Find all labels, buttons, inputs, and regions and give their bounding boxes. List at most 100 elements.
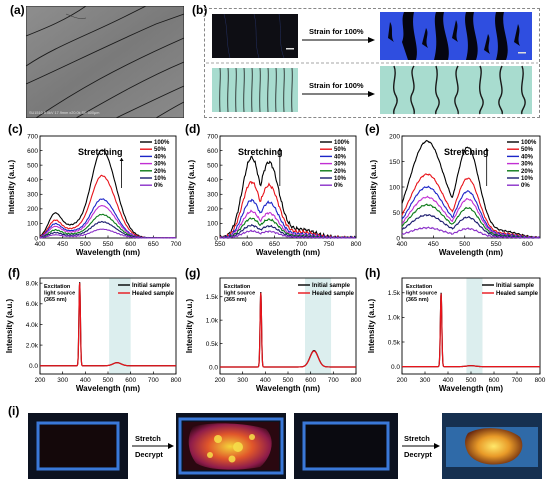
svg-text:Stretch: Stretch: [135, 434, 161, 443]
x-tick-label: 800: [171, 377, 182, 384]
series-line-30%: [401, 195, 540, 239]
y-axis-title: Intensity (a.u.): [367, 299, 376, 354]
x-tick-label: 600: [522, 241, 533, 248]
x-axis-title: Wavelength (nm): [76, 384, 140, 393]
x-tick-label: 650: [148, 241, 159, 248]
legend-label: Initial sample: [496, 283, 535, 289]
x-tick-label: 600: [489, 377, 500, 384]
strain-label-bottom: Strain for 100%: [309, 81, 364, 90]
arrow-stretch-decrypt-2: Stretch Decrypt: [402, 434, 440, 459]
legend-label: 40%: [334, 154, 347, 160]
legend-label: 0%: [521, 183, 530, 189]
annotation-excitation: (365 nm): [224, 297, 247, 303]
legend-label: 100%: [334, 140, 350, 146]
photo-before-1: [28, 413, 128, 479]
legend-label: 20%: [154, 169, 167, 175]
y-tick-label: 0.0: [391, 364, 400, 371]
x-tick-label: 800: [535, 377, 546, 384]
y-tick-label: 500: [207, 162, 218, 169]
annotation-stretching: Stretching: [444, 147, 489, 157]
y-tick-label: 0.5k: [388, 339, 401, 346]
chart-c: 400 450 500 550 600 650 700 0 100 200 300 400 500 600…: [7, 133, 182, 257]
panel-label-e: (e): [365, 122, 380, 136]
photo-before-2: [294, 413, 398, 479]
x-tick-label: 500: [80, 241, 91, 248]
sem-micrograph: SU1510 5.0kV 17.9mm x20.0k SE 500μm: [26, 6, 184, 118]
annotation-stretching: Stretching: [78, 147, 123, 157]
y-tick-label: 4.0k: [26, 322, 39, 329]
y-axis-title: Intensity (a.u.): [5, 299, 14, 354]
legend-label: Healed sample: [312, 291, 355, 297]
legend-label: 30%: [334, 162, 347, 168]
series-line-40%: [401, 185, 540, 239]
series-line-20%: [401, 203, 541, 239]
y-tick-label: 300: [207, 192, 218, 199]
y-tick-label: 2.0k: [26, 342, 39, 349]
y-axis-title: Intensity (a.u.): [7, 160, 16, 215]
legend-label: 20%: [334, 169, 347, 175]
legend-label: Initial sample: [312, 283, 351, 289]
y-tick-label: 150: [389, 159, 400, 166]
y-tick-label: 0.0: [29, 363, 38, 370]
y-tick-label: 200: [27, 206, 38, 213]
highlight-band: [109, 278, 131, 374]
strain-label-top: Strain for 100%: [309, 27, 364, 36]
y-tick-label: 0: [214, 235, 218, 242]
photo-after-2: [442, 413, 542, 479]
x-tick-label: 500: [459, 241, 470, 248]
x-tick-label: 700: [328, 377, 339, 384]
legend-label: Healed sample: [496, 291, 539, 297]
x-tick-label: 500: [103, 377, 114, 384]
legend-label: 50%: [154, 147, 167, 153]
annotation-excitation: (365 nm): [44, 297, 67, 303]
x-tick-label: 700: [296, 241, 307, 248]
annotation-stretching: Stretching: [238, 147, 283, 157]
x-tick-label: 700: [148, 377, 159, 384]
x-axis-title: Wavelength (nm): [439, 248, 503, 257]
x-tick-label: 400: [35, 241, 46, 248]
panel-label-i: (i): [8, 404, 20, 418]
legend-label: 10%: [334, 176, 347, 182]
x-tick-label: 450: [428, 241, 439, 248]
y-tick-label: 1.0k: [206, 317, 219, 324]
panel-label-d: (d): [185, 122, 201, 136]
annotation-excitation: Excitation: [44, 284, 71, 290]
series-line-healed: [220, 292, 356, 368]
series-line-initial: [220, 292, 356, 368]
series-line-10%: [401, 213, 541, 239]
fluorescence-image-unstretched: [212, 14, 298, 58]
strain-schematic: Strain for 100% Strain for 100%: [206, 12, 538, 115]
x-tick-label: 400: [260, 377, 271, 384]
y-tick-label: 100: [389, 184, 400, 191]
x-tick-label: 700: [512, 377, 523, 384]
highlight-band: [466, 278, 483, 374]
x-axis-title: Wavelength (nm): [439, 384, 503, 393]
series-line-0%: [401, 226, 540, 239]
legend-label: 50%: [334, 147, 347, 153]
x-tick-label: 650: [269, 241, 280, 248]
annotation-excitation: (365 nm): [406, 297, 429, 303]
legend-label: 40%: [154, 154, 167, 160]
legend-label: Initial sample: [132, 283, 171, 289]
y-tick-label: 200: [207, 206, 218, 213]
y-tick-label: 1.5k: [206, 294, 219, 301]
legend-label: 100%: [154, 140, 170, 146]
annotation-excitation: light source: [406, 291, 437, 297]
x-tick-label: 800: [351, 377, 362, 384]
y-tick-label: 500: [27, 162, 38, 169]
chart-e: 400 450 500 550 600 0 50 100 150 200 Wavelength (n…: [369, 133, 541, 257]
panel-label-h: (h): [365, 266, 381, 280]
x-axis-title: Wavelength (nm): [256, 248, 320, 257]
x-tick-label: 300: [420, 377, 431, 384]
crack-lines: [26, 6, 184, 118]
y-axis-title: Intensity (a.u.): [187, 160, 196, 215]
x-tick-label: 600: [305, 377, 316, 384]
x-axis-title: Wavelength (nm): [256, 384, 320, 393]
y-tick-label: 600: [27, 148, 38, 155]
annotation-excitation: light source: [44, 291, 75, 297]
chart-h: 200 300 400 500 600 700 800 0.0 0.5k 1.0k 1.5k Wave…: [367, 277, 546, 393]
y-tick-label: 400: [207, 177, 218, 184]
y-tick-label: 50: [393, 210, 401, 217]
legend-label: 50%: [521, 147, 534, 153]
svg-text:Decrypt: Decrypt: [404, 450, 432, 459]
